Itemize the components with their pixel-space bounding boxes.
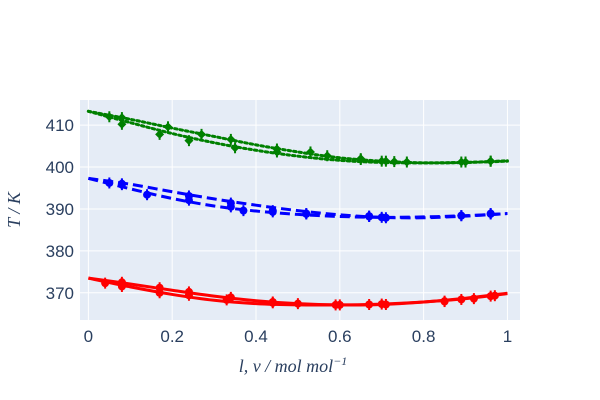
data-point — [461, 157, 471, 167]
data-point — [117, 179, 126, 188]
series-line — [86, 109, 509, 165]
x-tick-label: 0 — [84, 327, 93, 346]
series-4 — [88, 176, 508, 223]
tick-labels: 0 0.2 0.4 0.6 0.8 1 370 380 390 400 410 — [46, 116, 513, 346]
data-point — [377, 156, 387, 166]
data-point — [117, 278, 126, 287]
data-point — [356, 154, 366, 164]
data-point — [105, 178, 114, 187]
data-point — [402, 157, 412, 167]
y-tick-label: 390 — [46, 200, 74, 219]
data-point — [163, 122, 173, 132]
data-point — [440, 297, 449, 306]
data-point — [184, 287, 193, 296]
data-point — [143, 190, 152, 199]
x-tick-label: 1 — [503, 327, 512, 346]
x-axis-title-superscript: −1 — [333, 354, 347, 368]
data-point — [486, 209, 495, 218]
y-tick-label: 370 — [46, 284, 74, 303]
x-tick-label: 0.2 — [160, 327, 184, 346]
data-point — [293, 299, 302, 308]
data-point — [226, 134, 236, 144]
data-point — [377, 213, 386, 222]
data-point — [381, 300, 390, 309]
data-point — [117, 113, 127, 123]
data-point — [490, 291, 499, 300]
data-point — [305, 147, 315, 157]
data-point — [335, 300, 344, 309]
data-point — [155, 283, 164, 292]
data-point — [272, 144, 282, 154]
data-point — [197, 129, 207, 139]
data-point — [226, 293, 235, 302]
y-tick-label: 410 — [46, 116, 74, 135]
series-6 — [86, 109, 509, 168]
data-point — [239, 206, 248, 215]
data-point — [226, 199, 235, 208]
x-tick-label: 0.4 — [244, 327, 268, 346]
data-point — [117, 119, 127, 129]
data-point — [184, 136, 194, 146]
x-tick-label: 0.8 — [412, 327, 436, 346]
data-point — [184, 191, 193, 200]
data-point — [155, 129, 165, 139]
data-point — [486, 156, 496, 166]
series-layer — [86, 109, 509, 311]
data-point — [469, 294, 478, 303]
data-point — [268, 206, 277, 215]
data-point — [302, 209, 311, 218]
series-line — [88, 176, 508, 220]
y-axis-title: T / K — [4, 191, 24, 228]
y-tick-label: 400 — [46, 158, 74, 177]
series-2 — [88, 276, 508, 311]
y-tick-label: 380 — [46, 242, 74, 261]
x-axis-title: l, v / mol mol−1 — [239, 354, 348, 376]
data-point — [389, 157, 399, 167]
data-point — [457, 211, 466, 220]
data-point — [230, 143, 240, 153]
data-point — [365, 212, 374, 221]
x-tick-label: 0.6 — [328, 327, 352, 346]
x-axis-title-main: l, v / mol mol — [239, 356, 334, 376]
data-point — [268, 297, 277, 306]
